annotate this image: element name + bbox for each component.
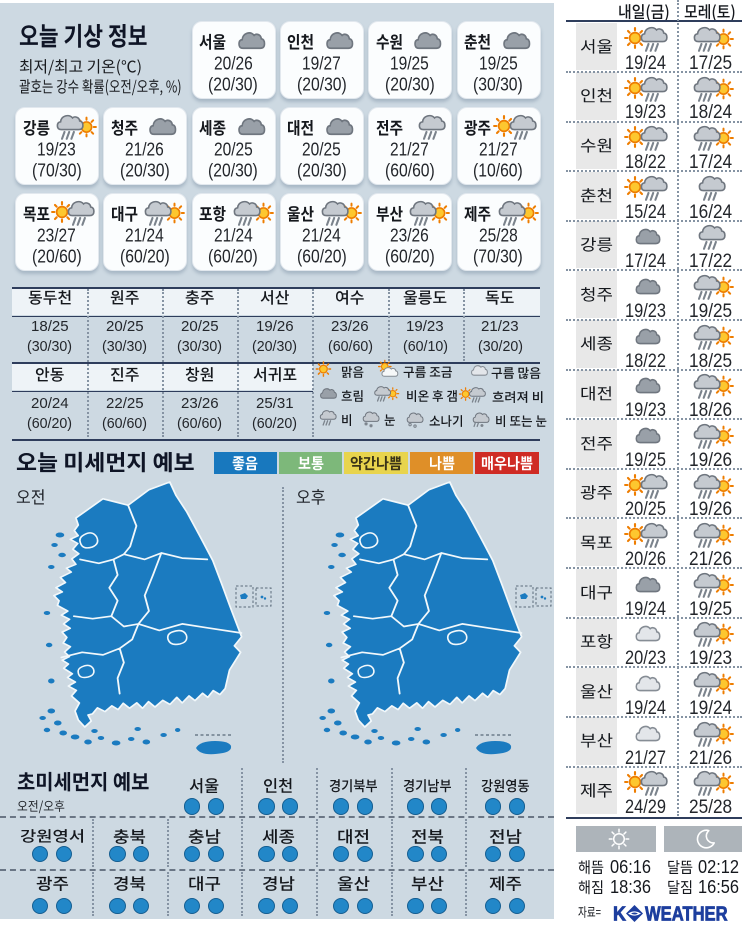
svg-text:24/29: 24/29 (625, 796, 666, 818)
svg-text:20/25: 20/25 (214, 139, 253, 160)
svg-text:19/25: 19/25 (625, 449, 666, 471)
svg-text:22/25: 22/25 (106, 394, 144, 411)
svg-text:(30/20): (30/20) (478, 337, 523, 354)
svg-text:19/25: 19/25 (479, 53, 518, 74)
svg-text:15/24: 15/24 (625, 201, 666, 223)
svg-text:18/22: 18/22 (625, 151, 666, 173)
svg-text:20/25: 20/25 (302, 139, 341, 160)
svg-text:19/23: 19/23 (37, 139, 76, 160)
svg-text:23/26: 23/26 (331, 317, 369, 334)
svg-text:18/25: 18/25 (689, 350, 732, 372)
svg-text:17/24: 17/24 (625, 250, 666, 272)
svg-text:(60/20): (60/20) (120, 245, 170, 266)
svg-text:25/28: 25/28 (689, 796, 732, 818)
svg-text:19/23: 19/23 (625, 101, 666, 123)
svg-text:21/26: 21/26 (689, 548, 732, 570)
svg-text:(70/30): (70/30) (473, 245, 523, 266)
svg-text:(60/20): (60/20) (385, 245, 435, 266)
svg-text:20/25: 20/25 (106, 317, 144, 334)
svg-text:(60/20): (60/20) (208, 245, 258, 266)
svg-text:(30/30): (30/30) (473, 73, 523, 94)
svg-text:06:16: 06:16 (610, 857, 651, 877)
svg-text:23/27: 23/27 (37, 225, 76, 246)
svg-text:21/23: 21/23 (481, 317, 519, 334)
svg-text:(60/60): (60/60) (385, 159, 435, 180)
svg-text:19/23: 19/23 (689, 647, 732, 669)
svg-text:18/24: 18/24 (689, 101, 732, 123)
svg-text:02:12: 02:12 (698, 857, 739, 877)
svg-text:(20/30): (20/30) (208, 159, 258, 180)
svg-text:21/27: 21/27 (390, 139, 429, 160)
svg-text:(20/30): (20/30) (385, 73, 435, 94)
svg-text:21/27: 21/27 (479, 139, 518, 160)
svg-text:(60/20): (60/20) (27, 414, 72, 431)
svg-text:16/24: 16/24 (689, 201, 732, 223)
svg-text:18/26: 18/26 (689, 399, 732, 421)
svg-text:19/25: 19/25 (390, 53, 429, 74)
svg-text:21/27: 21/27 (625, 747, 666, 769)
svg-text:20/24: 20/24 (31, 394, 69, 411)
svg-text:19/23: 19/23 (406, 317, 444, 334)
svg-text:(60/20): (60/20) (297, 245, 347, 266)
svg-text:20/26: 20/26 (214, 53, 253, 74)
svg-text:18/22: 18/22 (625, 350, 666, 372)
svg-text:20/25: 20/25 (181, 317, 219, 334)
svg-text:19/26: 19/26 (689, 449, 732, 471)
svg-text:(30/30): (30/30) (27, 337, 72, 354)
svg-text:23/26: 23/26 (181, 394, 219, 411)
svg-text:(60/20): (60/20) (252, 414, 297, 431)
svg-text:23/26: 23/26 (390, 225, 429, 246)
svg-text:19/24: 19/24 (625, 697, 666, 719)
svg-text:(60/10): (60/10) (403, 337, 448, 354)
svg-text:19/24: 19/24 (689, 697, 732, 719)
svg-text:19/27: 19/27 (302, 53, 341, 74)
svg-text:(60/60): (60/60) (102, 414, 147, 431)
svg-text:21/24: 21/24 (214, 225, 253, 246)
svg-text:19/26: 19/26 (256, 317, 294, 334)
svg-text:20/23: 20/23 (625, 647, 666, 669)
svg-text:19/25: 19/25 (689, 598, 732, 620)
svg-text:19/26: 19/26 (689, 498, 732, 520)
svg-text:20/26: 20/26 (625, 548, 666, 570)
svg-text:(10/60): (10/60) (473, 159, 523, 180)
svg-text:(30/30): (30/30) (177, 337, 222, 354)
svg-text:19/23: 19/23 (625, 300, 666, 322)
svg-text:(60/60): (60/60) (328, 337, 373, 354)
svg-text:(20/30): (20/30) (297, 73, 347, 94)
svg-text:(20/30): (20/30) (208, 73, 258, 94)
svg-text:(60/60): (60/60) (177, 414, 222, 431)
svg-text:(30/30): (30/30) (102, 337, 147, 354)
svg-text:19/24: 19/24 (625, 52, 666, 74)
svg-text:WEATHER: WEATHER (645, 903, 728, 925)
svg-text:(70/30): (70/30) (32, 159, 82, 180)
svg-text:(20/30): (20/30) (120, 159, 170, 180)
svg-text:19/23: 19/23 (625, 399, 666, 421)
svg-text:17/25: 17/25 (689, 52, 732, 74)
svg-text:17/22: 17/22 (689, 250, 732, 272)
svg-text:25/31: 25/31 (256, 394, 294, 411)
svg-text:25/28: 25/28 (479, 225, 518, 246)
svg-text:20/25: 20/25 (625, 498, 666, 520)
svg-text:19/24: 19/24 (625, 598, 666, 620)
svg-text:17/24: 17/24 (689, 151, 732, 173)
svg-text:16:56: 16:56 (698, 877, 739, 897)
svg-text:21/26: 21/26 (689, 747, 732, 769)
svg-text:(20/30): (20/30) (252, 337, 297, 354)
svg-text:21/24: 21/24 (302, 225, 341, 246)
svg-text:19/25: 19/25 (689, 300, 732, 322)
svg-text:18/25: 18/25 (31, 317, 69, 334)
svg-text:21/26: 21/26 (125, 139, 164, 160)
svg-text:18:36: 18:36 (610, 877, 651, 897)
svg-text:(20/60): (20/60) (32, 245, 82, 266)
svg-text:21/24: 21/24 (125, 225, 164, 246)
svg-text:(20/30): (20/30) (297, 159, 347, 180)
svg-text:K: K (613, 903, 626, 925)
